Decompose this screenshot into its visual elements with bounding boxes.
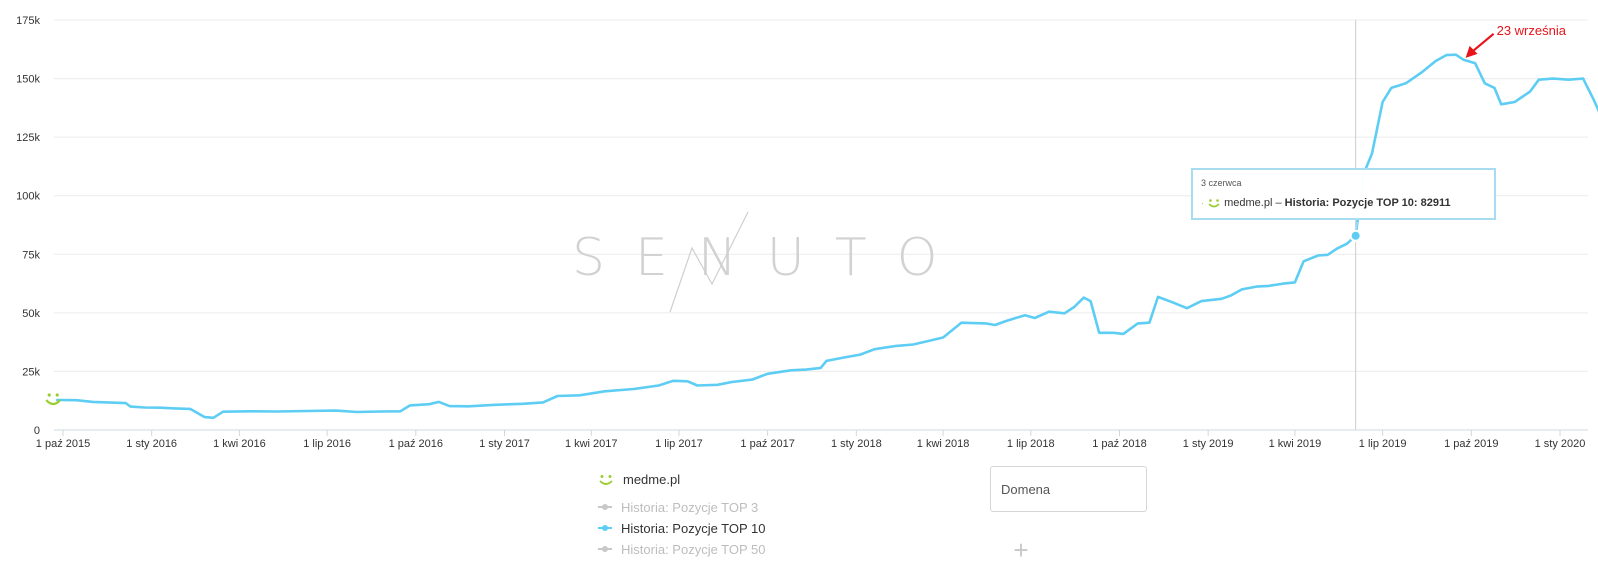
y-tick-label: 25k	[22, 366, 40, 378]
x-tick-label: 1 kwi 2019	[1269, 438, 1322, 450]
y-tick-label: 125k	[16, 132, 40, 144]
y-tick-label: 175k	[16, 15, 40, 27]
y-tick-label: 150k	[16, 74, 40, 86]
tooltip: 3 czerwca · medme.pl – Historia: Pozycje…	[1191, 168, 1496, 220]
x-tick-label: 1 paź 2016	[389, 438, 443, 450]
x-tick-label: 1 paź 2018	[1092, 438, 1146, 450]
x-tick-label: 1 sty 2019	[1183, 438, 1234, 450]
tooltip-pointer	[1354, 221, 1359, 230]
x-tick-label: 1 sty 2016	[126, 438, 177, 450]
legend-label: Historia: Pozycje TOP 3	[621, 500, 759, 515]
y-tick-label: 50k	[22, 308, 40, 320]
tooltip-dot: ·	[1201, 198, 1204, 208]
domain-input[interactable]	[990, 466, 1147, 512]
smile-eye	[55, 393, 59, 397]
smile-icon	[599, 475, 613, 485]
legend-marker	[598, 525, 612, 531]
x-tick-label: 1 lip 2018	[1007, 438, 1055, 450]
x-tick-label: 1 paź 2017	[740, 438, 794, 450]
legend-domain-label: medme.pl	[623, 472, 681, 487]
tooltip-date: 3 czerwca	[1201, 178, 1242, 188]
x-tick-label: 1 sty 2018	[831, 438, 882, 450]
legend-marker	[598, 546, 612, 552]
x-tick-label: 1 sty 2017	[479, 438, 530, 450]
smile-mouth	[45, 399, 62, 406]
tooltip-series: Historia: Pozycje TOP 10	[1284, 197, 1414, 209]
x-tick-label: 1 lip 2016	[303, 438, 351, 450]
legend-label: Historia: Pozycje TOP 50	[621, 542, 766, 557]
x-tick-label: 1 lip 2019	[1359, 438, 1407, 450]
x-tick-label: 1 kwi 2017	[565, 438, 618, 450]
legend-label: Historia: Pozycje TOP 10	[621, 521, 766, 536]
legend-marker	[598, 504, 612, 510]
y-tick-label: 0	[34, 425, 40, 437]
chart-canvas: SENUTO 0 25k 50k 75k 100k 125k 150k 175k 1 paź 2…	[16, 15, 1598, 450]
tooltip-line: · medme.pl – Historia: Pozycje TOP 10: 8…	[1201, 197, 1451, 209]
grid	[54, 19, 1588, 431]
watermark-slash	[669, 211, 749, 313]
tooltip-domain: medme.pl	[1224, 197, 1273, 209]
x-tick-label: 1 kwi 2018	[917, 438, 970, 450]
chart: SENUTO 0 25k 50k 75k 100k 125k 150k 175k 1 paź 2…	[16, 15, 1598, 450]
watermark-text: SENUTO	[572, 228, 968, 288]
x-tick-label: 1 sty 2020	[1535, 438, 1586, 450]
smile-icon	[1208, 199, 1220, 208]
y-tick-label: 75k	[22, 249, 40, 261]
x-tick-label: 1 paź 2015	[36, 438, 90, 450]
annotation-arrowhead	[1465, 45, 1478, 58]
smile-eye	[47, 393, 51, 397]
x-tick-label: 1 lip 2017	[655, 438, 703, 450]
y-tick-label: 100k	[16, 191, 40, 203]
annotation-text: 23 września	[1497, 23, 1567, 38]
watermark: SENUTO	[572, 211, 968, 313]
hover-point	[1349, 229, 1362, 242]
plus-icon[interactable]: +	[1013, 535, 1029, 565]
x-tick-label: 1 paź 2019	[1444, 438, 1498, 450]
smile-icon	[45, 393, 62, 406]
series-layer	[45, 53, 1598, 420]
tooltip-value: 82911	[1420, 197, 1451, 209]
axes: 0 25k 50k 75k 100k 125k 150k 175k 1 paź 2015 1 st…	[16, 15, 1585, 450]
series-line-top10	[55, 53, 1598, 420]
annotation: 23 września	[1465, 23, 1567, 58]
x-tick-label: 1 kwi 2016	[213, 438, 266, 450]
